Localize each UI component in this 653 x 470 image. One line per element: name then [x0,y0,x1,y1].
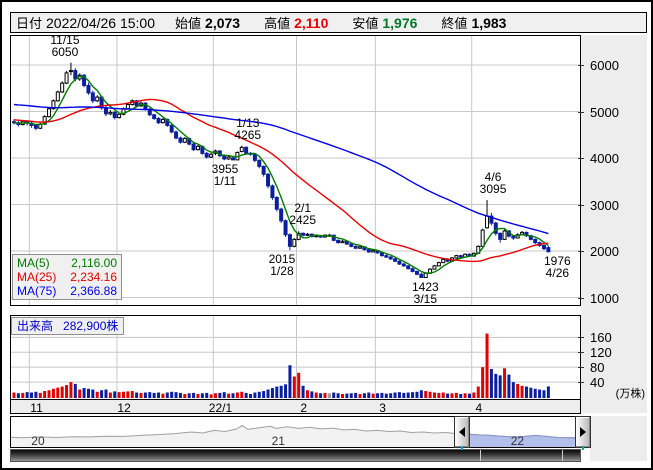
ma75-label: MA(75) [17,284,57,298]
close-label: 終値 [441,16,468,31]
axis-tick-label: 1000 [590,290,619,306]
axis-tick-mark [578,337,584,339]
left-arrow-icon [458,427,465,437]
x-axis-label: 22/1 [208,401,233,415]
x-axis-label: 4 [475,401,483,415]
x-axis-strip: 11 12 22/1 2 3 4 [10,399,581,415]
axis-tick-mark [578,367,584,369]
close-value: 1,983 [471,14,507,31]
left-handle-tick [460,446,463,450]
axis-tick-label: 40 [590,375,605,391]
date-value: 2022/04/26 15:00 [46,14,156,31]
right-axis-panel [581,35,647,413]
ma75-row: MA(75) 2,366.88 [17,284,117,298]
axis-tick-label: 2000 [590,244,619,259]
axis-tick-label: 120 [590,345,612,361]
low-label: 安値 [352,16,379,31]
volume-value: 282,900株 [63,319,119,333]
axis-tick-label: 4000 [590,151,619,166]
range-handle-right[interactable] [575,416,591,448]
open-value: 2,073 [205,14,241,31]
axis-tick-mark [578,65,584,66]
low-value: 1,976 [382,14,418,31]
axis-tick-mark [578,251,584,252]
range-navigator[interactable]: 20 21 22 [10,416,590,448]
ohlc-header: 日付 2022/04/26 15:00 始値 2,073 高値 2,110 安値… [10,12,647,33]
axis-tick-mark [578,204,584,206]
x-axis-label: 2 [300,401,308,415]
axis-tick-label: 80 [590,360,605,376]
svg-text:20: 20 [31,434,45,447]
svg-text:21: 21 [272,434,286,447]
range-handle-left[interactable] [453,416,470,448]
annotation-2-1: 2/1 2425 [289,201,317,228]
x-axis-label: 12 [117,401,131,415]
axis-tick-mark [578,382,584,384]
ma5-label: MA(5) [17,256,50,270]
high-value: 2,110 [294,14,329,31]
ma-legend: MA(5) 2,116.00 MA(25) 2,234.16 MA(75) 2,… [12,254,122,300]
date-label: 日付 [16,16,43,31]
ma75-value: 2,366.88 [70,284,117,298]
axis-tick-label: 3000 [590,197,619,213]
annotation-11-15: 11/15 6050 [50,32,80,59]
axis-tick-mark [578,352,584,354]
annotation-1-11: 3955 1/11 [211,162,239,189]
svg-text:22: 22 [511,434,525,447]
volume-label: 出来高 [17,319,54,333]
axis-tick-mark [578,111,584,113]
ma5-row: MA(5) 2,116.00 [17,256,117,270]
navigator-right-fill [590,416,647,461]
axis-tick-mark [578,158,584,159]
annotation-1-13: 1/13 4265 [234,115,262,142]
open-label: 始値 [175,16,202,31]
axis-tick-mark [578,297,584,299]
annotation-4-26: 1976 4/26 [544,254,571,281]
scrollbar-divider [479,450,481,461]
scrollbar-divider [561,450,563,461]
navigator-canvas: 20 21 22 [10,424,576,448]
annotation-4-6: 4/6 3095 [479,170,507,197]
volume-legend: 出来高 282,900株 [11,317,125,335]
annotation-3-15: 1423 3/15 [411,279,439,306]
ma5-value: 2,116.00 [71,256,117,270]
ma25-row: MA(25) 2,234.16 [17,270,117,284]
right-handle-tick [582,446,584,450]
x-axis-label: 3 [379,401,386,415]
ma25-label: MA(25) [17,270,57,284]
right-arrow-icon [580,427,586,437]
axis-tick-label: 5000 [590,104,619,120]
horizontal-scrollbar[interactable] [10,449,581,462]
x-axis-label: 11 [30,401,43,415]
ma25-value: 2,234.16 [70,270,117,284]
axis-tick-label: 6000 [590,58,619,73]
volume-unit-label: (万株) [615,388,645,400]
axis-tick-label: 160 [590,330,612,346]
high-label: 高値 [264,16,291,31]
annotation-1-28: 2015 1/28 [268,252,296,279]
